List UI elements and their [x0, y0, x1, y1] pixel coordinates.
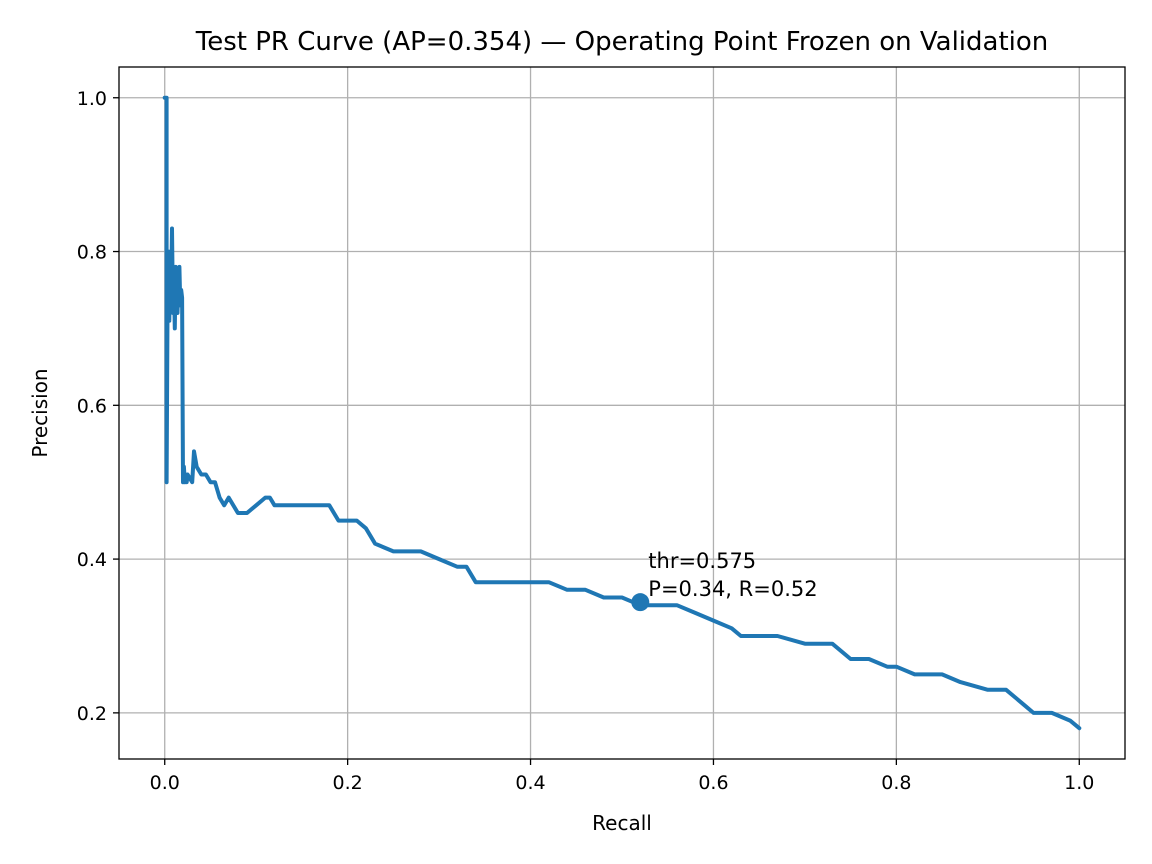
x-tick-label: 0.6: [698, 772, 728, 794]
series-layer: [162, 95, 1082, 731]
operating-point-annotation: P=0.34, R=0.52: [648, 577, 817, 601]
x-tick-label: 1.0: [1064, 772, 1094, 794]
x-axis-ticks: 0.0 0.2 0.4 0.6 0.8 1.0: [150, 759, 1094, 794]
y-tick-label: 0.4: [77, 549, 107, 571]
operating-point-layer: thr=0.575 P=0.34, R=0.52: [631, 549, 818, 612]
operating-point-marker: [631, 593, 650, 612]
x-tick-label: 0.2: [333, 772, 363, 794]
y-tick-label: 0.8: [77, 242, 107, 264]
x-tick-label: 0.4: [515, 772, 545, 794]
x-tick-label: 0.0: [150, 772, 180, 794]
y-axis-ticks: 0.2 0.4 0.6 0.8 1.0: [77, 88, 119, 725]
x-tick-label: 0.8: [881, 772, 911, 794]
y-tick-label: 0.2: [77, 703, 107, 725]
x-axis-label: Recall: [592, 811, 652, 835]
plot-frame: [118, 66, 1126, 760]
y-tick-label: 0.6: [77, 395, 107, 417]
grid-lines: [119, 67, 1125, 759]
chart-title: Test PR Curve (AP=0.354) — Operating Poi…: [195, 27, 1049, 57]
y-axis-label: Precision: [28, 368, 52, 457]
y-tick-label: 1.0: [77, 88, 107, 110]
pr-curve-line: [162, 95, 1082, 731]
operating-point-annotation: thr=0.575: [648, 549, 756, 573]
